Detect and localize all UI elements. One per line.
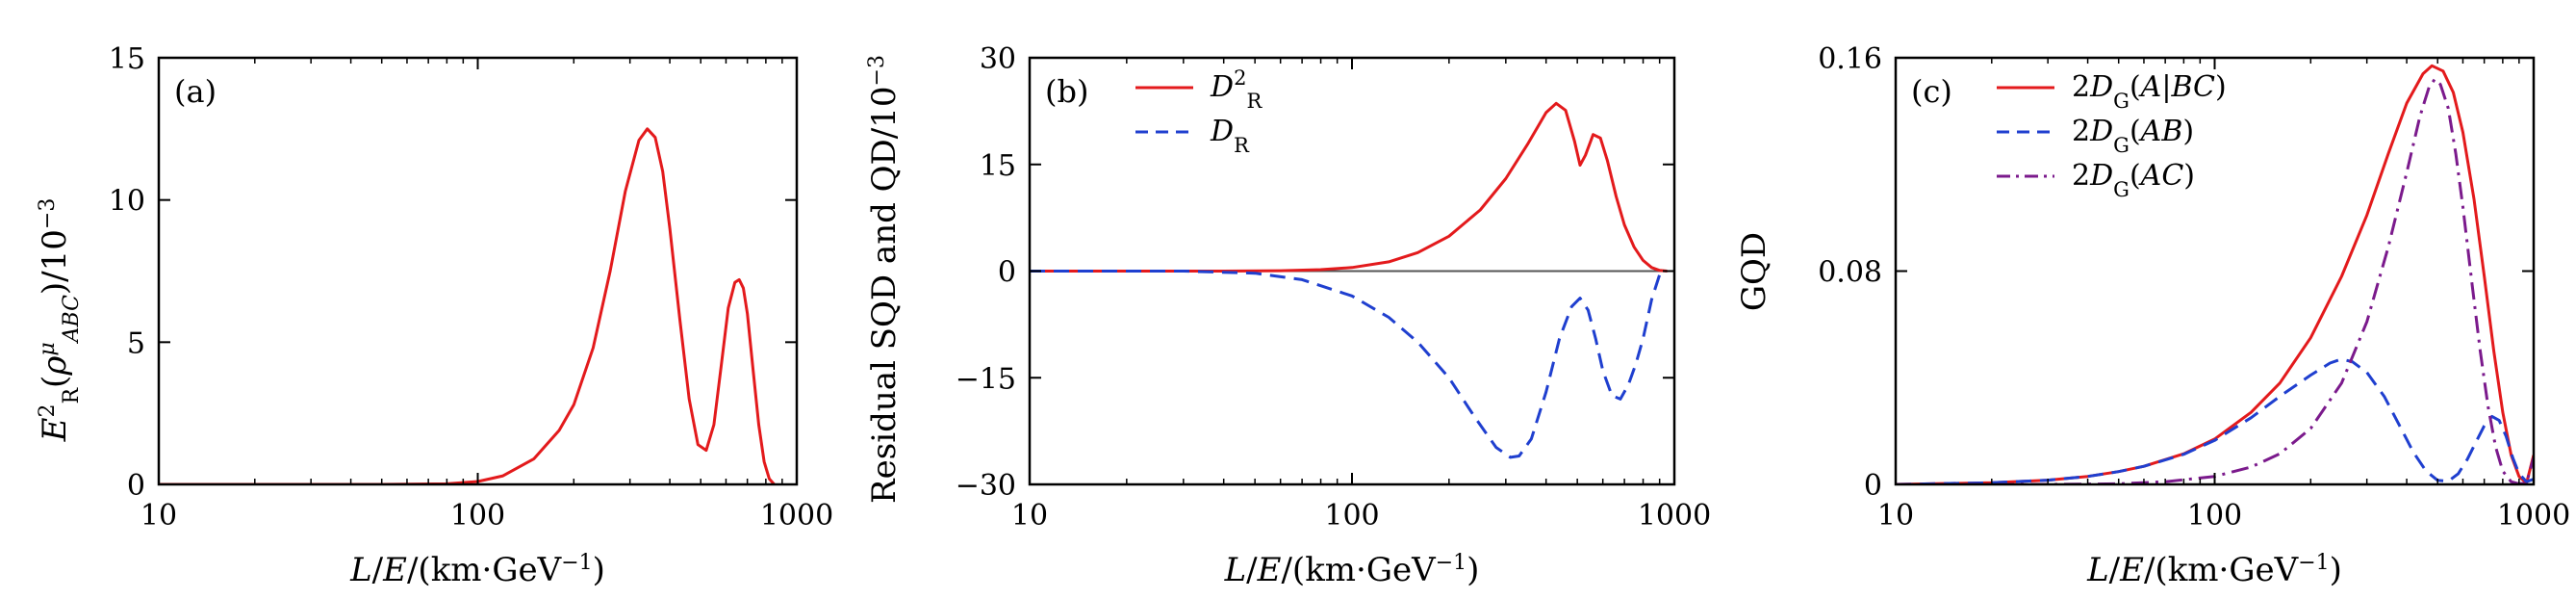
panel-label: (a) (174, 73, 217, 110)
x-axis-title: L/E/(km·GeV−1) (2086, 551, 2342, 590)
y-tick-label: 0 (127, 469, 145, 503)
y-tick-label: 0.16 (1818, 42, 1882, 76)
y-tick-label: 10 (109, 185, 145, 219)
x-tick-label: 100 (2187, 499, 2242, 533)
series-line-1 (1896, 64, 2534, 484)
panel-c: GQD 10 100 1000 0 0.08 0.16 L/E/(km·GeV−1) (c) 2… (1735, 42, 2570, 589)
x-tick-label: 100 (450, 499, 505, 533)
y-tick-label: 15 (980, 149, 1016, 183)
x-tick-label: 1000 (760, 499, 833, 533)
y-tick-label: 5 (127, 326, 145, 360)
legend-label: 2DG(AB) (2072, 115, 2194, 157)
y-axis-title: GQD (1735, 232, 1773, 311)
series-line-3 (1896, 77, 2534, 484)
legend-label: DR (1210, 115, 1250, 157)
x-tick-label: 10 (1877, 499, 1914, 533)
panel-label: (b) (1045, 73, 1088, 110)
x-tick-label: 1000 (1638, 499, 1711, 533)
x-tick-label: 10 (140, 499, 177, 533)
y-tick-label: 15 (109, 42, 145, 76)
plot-frame (1894, 56, 2536, 486)
x-axis-title: L/E/(km·GeV−1) (1224, 551, 1480, 590)
series-line-2 (1896, 357, 2534, 484)
y-tick-label: 30 (980, 42, 1016, 76)
panel-label: (c) (1911, 73, 1952, 110)
plot-frame (157, 56, 799, 486)
legend-label: D2R (1210, 66, 1262, 113)
y-tick-label: 0 (998, 256, 1016, 290)
y-tick-label: 0 (1864, 469, 1882, 503)
series-line-1 (159, 127, 776, 484)
x-tick-label: 100 (1324, 499, 1379, 533)
x-tick-label: 1000 (2497, 499, 2570, 533)
x-tick-label: 10 (1011, 499, 1048, 533)
x-axis-title: L/E/(km·GeV−1) (349, 551, 605, 590)
y-axis-title: E2R(ρμABC)/10−3 (36, 198, 84, 443)
legend-label: 2DG(AC) (2072, 159, 2195, 201)
series-line-1 (1030, 101, 1668, 273)
y-tick-label: −15 (956, 362, 1016, 396)
series-line-2 (1030, 270, 1669, 459)
y-tick-label: −30 (956, 469, 1016, 503)
y-axis-title: Residual SQD and QD/10−3 (865, 55, 905, 504)
y-tick-label: 0.08 (1818, 256, 1882, 290)
panel-a: E2R(ρμABC)/10−3 10 100 1000 0 5 10 15 L/E/(km·G… (36, 42, 834, 589)
legend-label: 2DG(A|BC) (2072, 70, 2227, 113)
panel-b: Residual SQD and QD/10−3 10 100 1000 −30 −15… (865, 42, 1712, 589)
